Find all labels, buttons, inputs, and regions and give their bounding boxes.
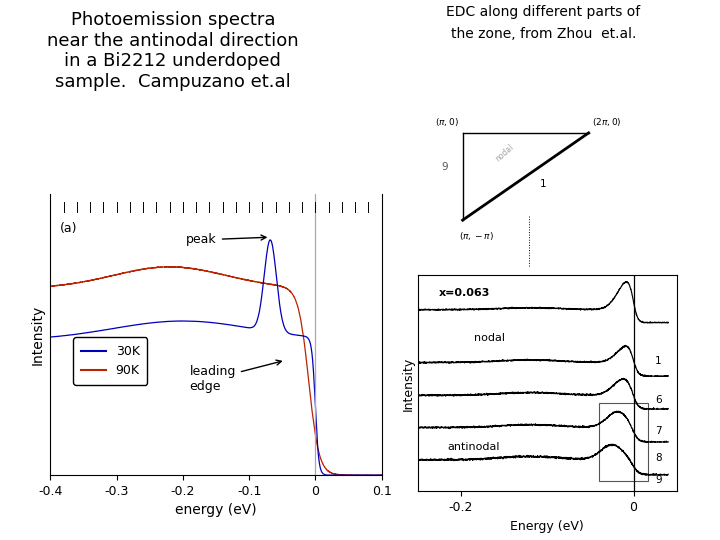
Text: 7: 7 [655,426,662,436]
Text: EDC along different parts of: EDC along different parts of [446,5,641,19]
Text: antinodal: antinodal [448,442,500,453]
Text: 9: 9 [441,163,448,172]
Text: $(\pi,-\pi)$: $(\pi,-\pi)$ [459,230,494,242]
Text: (a): (a) [60,222,78,235]
Legend: 30K, 90K: 30K, 90K [73,338,147,384]
Text: x=0.063: x=0.063 [439,288,490,298]
Bar [599,403,648,481]
Text: $(\pi,0)$: $(\pi,0)$ [435,116,459,128]
Text: the zone, from Zhou  et.al.: the zone, from Zhou et.al. [451,27,636,41]
Text: 8: 8 [655,453,662,463]
X-axis label: Energy (eV): Energy (eV) [510,519,584,532]
Text: nodal: nodal [474,333,505,343]
Text: 6: 6 [655,395,662,405]
Y-axis label: Intensity: Intensity [31,305,45,365]
Text: nodal: nodal [493,143,515,164]
Text: Photoemission spectra
near the antinodal direction
in a Bi2212 underdoped
sample: Photoemission spectra near the antinodal… [47,11,299,91]
Text: peak: peak [186,233,266,246]
Text: $(2\pi,0)$: $(2\pi,0)$ [592,116,622,128]
Text: leading
edge: leading edge [189,360,282,393]
Text: 1: 1 [655,356,662,366]
X-axis label: energy (eV): energy (eV) [175,503,257,517]
Text: 1: 1 [540,179,547,188]
Text: 9: 9 [655,475,662,485]
Y-axis label: Intensity: Intensity [402,356,415,410]
